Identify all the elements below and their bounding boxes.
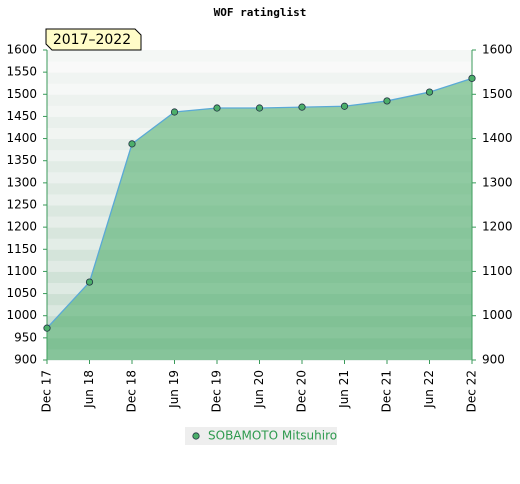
annotation: 2017–2022 (53, 32, 131, 48)
y2-tick-label: 1100 (482, 264, 513, 278)
x-tick-label: Jun 21 (337, 370, 351, 409)
y-tick-label: 1000 (6, 308, 37, 322)
y-tick-label: 1050 (6, 286, 37, 300)
legend-label: SOBAMOTO Mitsuhiro (208, 429, 337, 443)
point (255, 104, 264, 112)
y2-tick-label: 1300 (482, 175, 513, 189)
y-tick-label: 1550 (6, 65, 37, 79)
y2-tick-label: 1400 (482, 131, 513, 145)
y-tick-label: 1200 (6, 220, 37, 234)
area-fill (47, 78, 472, 360)
point (468, 74, 476, 82)
point (170, 108, 179, 116)
point (298, 103, 306, 111)
band (47, 72, 472, 84)
x-tick-label: Dec 18 (125, 370, 139, 412)
chart-title: WOF ratinglist (214, 6, 307, 19)
x-tick-label: Dec 21 (380, 370, 394, 412)
y-tick-label: 950 (14, 330, 37, 344)
point (383, 97, 391, 105)
point (425, 88, 434, 96)
y-tick-label: 1400 (6, 131, 37, 145)
legend-box (185, 427, 337, 445)
x-tick-label: Dec 19 (210, 370, 224, 412)
point (340, 102, 349, 110)
band (47, 61, 472, 73)
point (213, 104, 221, 112)
y-tick-label: 1600 (6, 43, 37, 57)
x-tick-label: Dec 22 (465, 370, 479, 412)
y2-tick-label: 1500 (482, 87, 513, 101)
y2-tick-label: 1200 (482, 220, 513, 234)
band (47, 83, 472, 95)
x-tick-label: Jun 22 (422, 370, 436, 409)
y-tick-label: 1350 (6, 153, 37, 167)
annotation-box (45, 28, 142, 51)
y-tick-label: 900 (14, 353, 37, 367)
band (47, 94, 472, 106)
point (43, 324, 51, 332)
point (85, 278, 94, 286)
band (47, 50, 472, 62)
y-tick-label: 1250 (6, 198, 37, 212)
y-tick-label: 1500 (6, 87, 37, 101)
x-tick-label: Jun 18 (82, 370, 96, 409)
x-tick-label: Jun 20 (252, 370, 266, 409)
y2-tick-label: 900 (482, 353, 505, 367)
x-tick-label: Dec 17 (40, 370, 54, 412)
y-tick-label: 1450 (6, 109, 37, 123)
y-tick-label: 1300 (6, 175, 37, 189)
y-tick-label: 1150 (6, 242, 37, 256)
x-tick-label: Jun 19 (167, 370, 181, 409)
y2-tick-label: 1600 (482, 43, 513, 57)
y2-tick-label: 1000 (482, 308, 513, 322)
point (128, 140, 136, 148)
x-tick-label: Dec 20 (295, 370, 309, 412)
y-tick-label: 1100 (6, 264, 37, 278)
legend-marker (192, 432, 200, 440)
